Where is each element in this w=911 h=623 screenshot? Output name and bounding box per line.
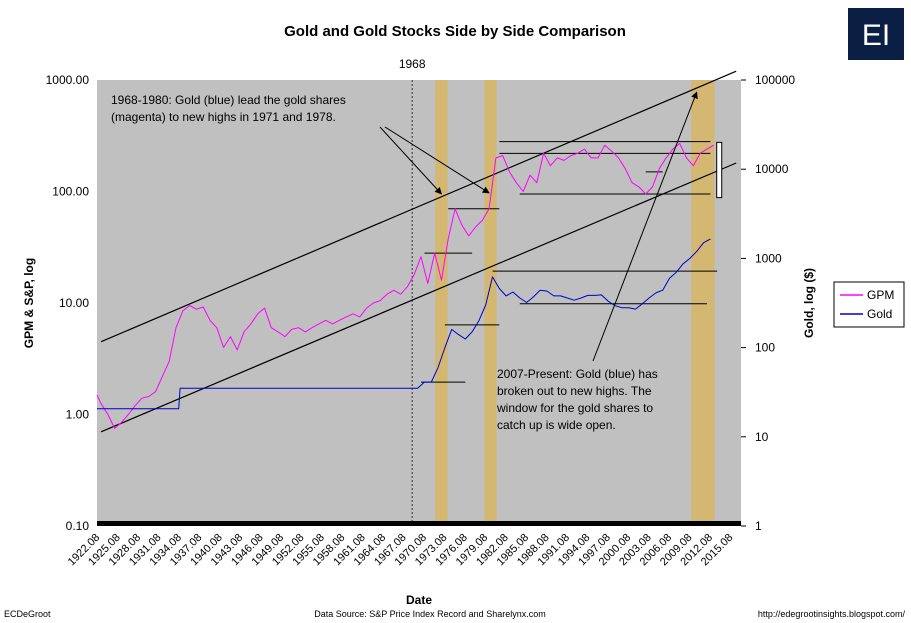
legend-label-gpm: GPM: [867, 288, 894, 302]
highlight-band-0: [435, 80, 448, 526]
right-tick-label-0: 1: [755, 519, 762, 533]
left-tick-label-0: 0.10: [66, 519, 90, 533]
legend-box: [833, 281, 905, 328]
series-lines: [96, 142, 715, 429]
annotations: 1968-1980: Gold (blue) lead the gold sha…: [111, 91, 698, 432]
annotation-1-line-2: window for the gold shares to: [496, 401, 653, 415]
marker-line-group: 1968: [399, 57, 426, 526]
x-axis-bar-rect: [97, 521, 741, 526]
y-axis-right-label: Gold, log ($): [802, 268, 816, 338]
plot-area: [97, 80, 741, 526]
footer-left: ECDeGroot: [4, 609, 51, 619]
left-tick-label-1: 1.00: [66, 408, 90, 422]
trend-line-2: [100, 70, 737, 343]
annotation-1-arrow-0: [592, 91, 698, 362]
annotation-0-line-0: 1968-1980: Gold (blue) lead the gold sha…: [111, 93, 346, 107]
marker-label: 1968: [399, 57, 426, 71]
y-axis-left-label: GPM & S&P, log: [22, 258, 36, 348]
series-gold-line: [97, 238, 711, 410]
right-axis-ticks: 1 10 100 1000 10000 100000: [741, 73, 795, 533]
range-bracket-bar: [716, 141, 723, 199]
range-bracket: [716, 141, 723, 199]
left-tick-label-2: 10.00: [59, 296, 89, 310]
annotation-1-line-0: 2007-Present: Gold (blue) has: [497, 367, 658, 381]
annotation-0-arrow-0: [379, 126, 442, 195]
left-tick-label-3: 100.00: [52, 185, 89, 199]
annotation-0-arrow-1: [384, 126, 490, 194]
series-gpm-line: [96, 142, 715, 429]
right-tick-label-4: 10000: [755, 162, 789, 176]
x-axis-ticks: 1922.081925.081928.081931.081934.081937.…: [66, 532, 736, 569]
x-axis-label: Date: [406, 593, 432, 607]
logo-background: [848, 8, 904, 60]
logo: EI: [848, 8, 904, 60]
trend-line-3: [100, 162, 737, 433]
left-axis-ticks: 0.10 1.00 10.00 100.00 1000.00: [46, 73, 90, 533]
left-tick-label-4: 1000.00: [46, 73, 90, 87]
annotation-1-line-1: broken out to new highs. The: [497, 384, 652, 398]
right-tick-label-2: 100: [755, 341, 775, 355]
right-tick-label-3: 1000: [755, 251, 782, 265]
trend-lines: [100, 70, 737, 433]
annotation-1-line-3: catch up is wide open.: [497, 418, 616, 432]
right-tick-label-1: 10: [755, 430, 769, 444]
legend: GPM Gold: [833, 281, 905, 328]
chart-title: Gold and Gold Stocks Side by Side Compar…: [284, 23, 626, 40]
x-axis-bar: [97, 521, 741, 526]
annotation-0-line-1: (magenta) to new highs in 1971 and 1978.: [111, 110, 336, 124]
level-lines: [421, 141, 718, 383]
highlight-band-2: [691, 80, 715, 526]
logo-text: EI: [862, 19, 890, 52]
right-tick-label-5: 100000: [755, 73, 795, 87]
footer-center: Data Source: S&P Price Index Record and …: [314, 609, 545, 619]
footer-right: http://edegrootinsights.blogspot.com/: [758, 609, 906, 619]
legend-label-gold: Gold: [867, 307, 892, 321]
